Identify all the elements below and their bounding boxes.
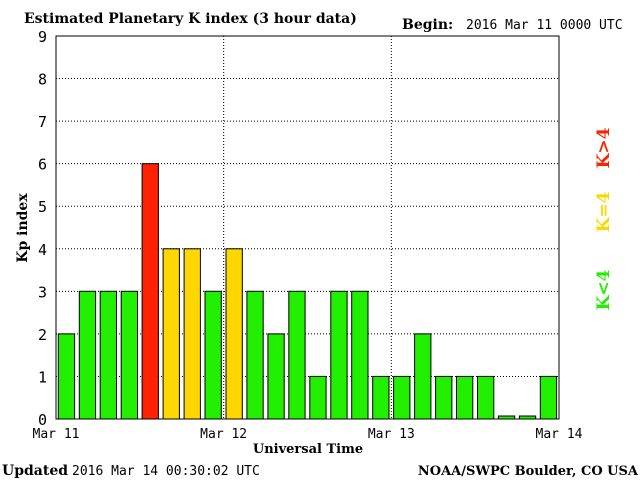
kp-bar xyxy=(267,333,285,420)
updated-label: Updated xyxy=(2,463,68,479)
x-tick-label: Mar 13 xyxy=(368,427,415,442)
kp-bar xyxy=(539,375,558,420)
kp-bar xyxy=(141,163,159,420)
kp-bar xyxy=(477,375,495,420)
kp-bar xyxy=(351,290,369,420)
legend-k-eq4: K=4 xyxy=(594,191,614,232)
y-axis-label: Kp index xyxy=(15,193,31,263)
y-tick-label: 0 xyxy=(38,411,47,429)
footer-credit: NOAA/SWPC Boulder, CO USA xyxy=(418,464,639,479)
x-tick-label: Mar 14 xyxy=(536,427,583,442)
kp-bar xyxy=(183,248,201,420)
y-tick-label: 7 xyxy=(38,113,47,131)
y-tick-label: 2 xyxy=(38,326,47,344)
kp-bar xyxy=(288,290,306,420)
kp-bar xyxy=(204,290,222,420)
kp-bar xyxy=(456,375,474,420)
kp-bar xyxy=(99,290,117,420)
x-tick-label: Mar 12 xyxy=(200,427,247,442)
y-tick-label: 8 xyxy=(38,71,47,89)
begin-label: Begin: xyxy=(402,17,453,33)
grid-lines xyxy=(56,36,559,419)
bars xyxy=(57,163,558,420)
y-tick-label: 3 xyxy=(38,283,47,301)
y-tick-label: 9 xyxy=(38,28,47,46)
kp-bar xyxy=(330,290,348,420)
kp-bar xyxy=(372,375,390,420)
kp-bar xyxy=(414,333,432,420)
y-tick-label: 6 xyxy=(38,156,47,174)
chart-title: Estimated Planetary K index (3 hour data… xyxy=(24,11,357,27)
legend-k-gt4: K>4 xyxy=(594,127,614,168)
x-tick-label: Mar 11 xyxy=(33,427,80,442)
y-tick-labels: 0 1 2 3 4 5 6 7 8 9 xyxy=(38,28,47,429)
kp-bar xyxy=(393,375,411,420)
kp-bar xyxy=(225,248,243,420)
y-tick-label: 1 xyxy=(38,368,47,386)
updated-value: 2016 Mar 14 00:30:02 UTC xyxy=(72,464,260,479)
x-tick-labels: Mar 11 Mar 12 Mar 13 Mar 14 xyxy=(33,427,583,442)
kp-bar xyxy=(246,290,264,420)
kp-bar xyxy=(309,375,327,420)
kp-bar xyxy=(435,375,453,420)
kp-bar xyxy=(57,333,76,420)
legend-k-lt4: K<4 xyxy=(594,269,614,310)
begin-value: 2016 Mar 11 0000 UTC xyxy=(466,18,623,33)
y-tick-label: 4 xyxy=(38,241,47,259)
kp-bar xyxy=(78,290,97,420)
kp-bar xyxy=(162,248,180,420)
plot-area-border xyxy=(55,35,560,420)
kp-bar xyxy=(120,290,138,420)
x-axis-label: Universal Time xyxy=(253,442,363,457)
y-tick-label: 5 xyxy=(38,198,47,216)
